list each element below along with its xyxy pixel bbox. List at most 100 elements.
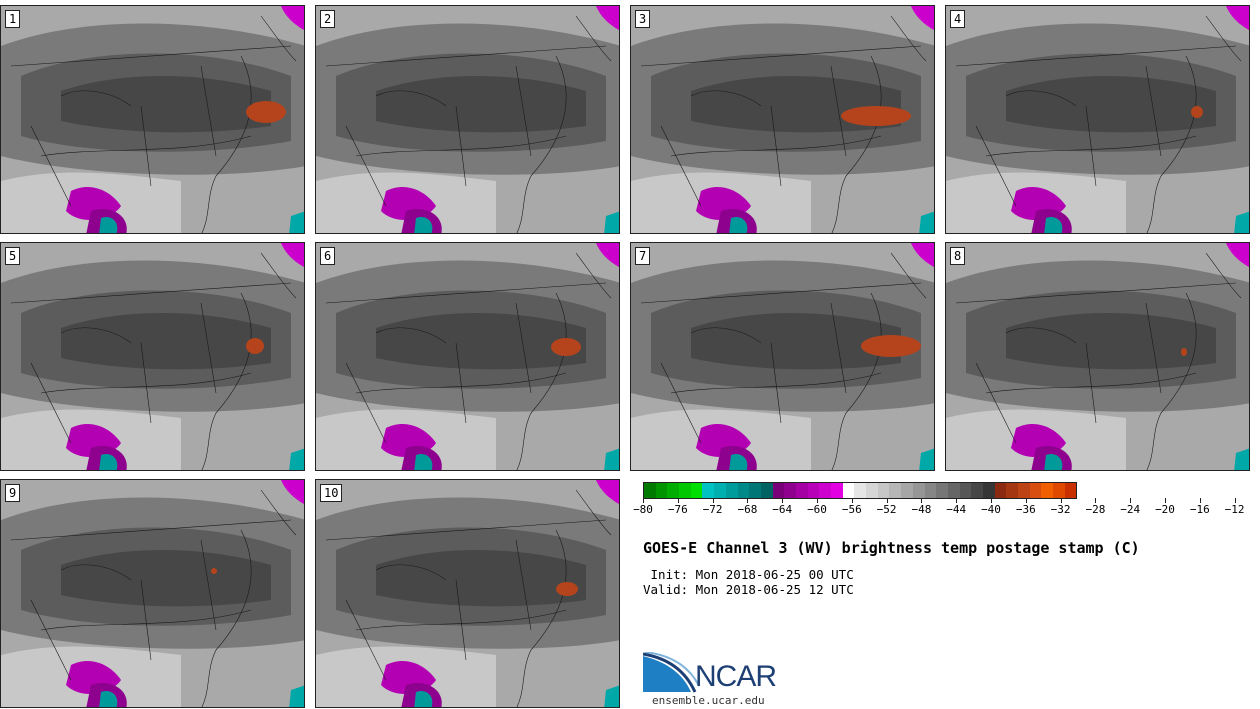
colorbar-segment xyxy=(854,483,867,498)
colorbar-tick-label: −28 xyxy=(1085,503,1106,516)
warm-anomaly xyxy=(861,335,921,357)
colorbar-tick-label: −52 xyxy=(876,503,897,516)
map-panel-8: 8 xyxy=(945,242,1250,471)
wv-map-image xyxy=(1,243,304,470)
colorbar-segment xyxy=(831,483,843,498)
map-panel-9: 9 xyxy=(0,479,305,708)
colorbar-segment xyxy=(1006,483,1018,498)
warm-anomaly xyxy=(246,101,286,123)
colorbar-tick-label: −60 xyxy=(807,503,827,516)
colorbar-segment xyxy=(772,483,785,498)
colorbar-tick xyxy=(1165,498,1166,503)
colorbar-tick-label: −16 xyxy=(1189,503,1210,516)
panel-number-label: 10 xyxy=(320,484,343,502)
warm-anomaly xyxy=(1181,348,1187,356)
colorbar-segment xyxy=(1064,483,1077,498)
colorbar-tick xyxy=(782,498,784,503)
panel-number-label: 4 xyxy=(950,10,966,28)
colorbar-tick-label: −72 xyxy=(702,503,723,516)
colorbar-segment xyxy=(971,483,983,498)
warm-anomaly xyxy=(211,568,217,574)
warm-anomaly xyxy=(1191,106,1203,118)
valid-time: Valid: Mon 2018-06-25 12 UTC xyxy=(643,582,854,597)
colorbar-tick-label: −24 xyxy=(1120,503,1141,516)
colorbar-segment xyxy=(819,483,831,498)
panel-number-label: 5 xyxy=(5,247,21,265)
colorbar-tick xyxy=(1060,498,1062,503)
map-panel-7: 7 xyxy=(630,242,935,471)
colorbar-tick xyxy=(712,498,714,503)
init-time: Init: Mon 2018-06-25 00 UTC xyxy=(643,567,854,582)
colorbar-segment xyxy=(749,483,761,498)
colorbar-segment xyxy=(1018,483,1030,498)
colorbar-segment xyxy=(901,483,913,498)
map-panel-6: 6 xyxy=(315,242,620,471)
colorbar-tick-label: −76 xyxy=(667,503,688,516)
colorbar-segment xyxy=(644,483,656,498)
colorbar-tick xyxy=(921,498,923,503)
wv-map-image xyxy=(631,6,934,233)
map-panel-2: 2 xyxy=(315,5,620,234)
wv-map-image xyxy=(946,243,1249,470)
colorbar-segment xyxy=(1053,483,1065,498)
wv-map-image xyxy=(1,6,304,233)
colorbar-tick xyxy=(991,498,992,503)
colorbar-tick xyxy=(1199,498,1201,503)
colorbar-segment xyxy=(866,483,878,498)
colorbar-tick-label: −68 xyxy=(737,503,758,516)
colorbar-tick xyxy=(851,498,853,503)
wv-map-image xyxy=(316,480,619,707)
colorbar-tick-label: −20 xyxy=(1155,503,1175,516)
colorbar-tick xyxy=(886,498,888,503)
wv-map-image xyxy=(1,480,304,707)
plot-title: GOES-E Channel 3 (WV) brightness temp po… xyxy=(643,539,1140,557)
colorbar-tick xyxy=(677,498,679,503)
colorbar-segment xyxy=(924,483,937,498)
colorbar-segment xyxy=(1029,483,1042,498)
colorbar-tick-label: −48 xyxy=(911,503,932,516)
panel-number-label: 7 xyxy=(635,247,651,265)
colorbar-segment xyxy=(912,483,925,498)
panel-number-label: 3 xyxy=(635,10,651,28)
colorbar-tick xyxy=(1095,498,1097,503)
panel-number-label: 9 xyxy=(5,484,21,502)
wv-map-image xyxy=(946,6,1249,233)
colorbar-segment xyxy=(842,483,855,498)
map-panel-4: 4 xyxy=(945,5,1250,234)
map-panel-3: 3 xyxy=(630,5,935,234)
colorbar-tick xyxy=(643,498,644,503)
wv-map-image xyxy=(316,243,619,470)
colorbar-segment xyxy=(1041,483,1054,498)
colorbar-tick xyxy=(1130,498,1132,503)
colorbar-tick-label: −56 xyxy=(841,503,862,516)
colorbar-tick xyxy=(1025,498,1027,503)
colorbar-tick xyxy=(956,498,958,503)
map-panel-5: 5 xyxy=(0,242,305,471)
colorbar-segment xyxy=(936,483,948,498)
colorbar-segment xyxy=(679,483,691,498)
map-panel-10: 10 xyxy=(315,479,620,708)
warm-anomaly xyxy=(551,338,581,356)
wv-map-image xyxy=(316,6,619,233)
panel-number-label: 1 xyxy=(5,10,21,28)
colorbar-segment xyxy=(947,483,960,498)
colorbar-segment xyxy=(714,483,726,498)
panel-number-label: 8 xyxy=(950,247,966,265)
warm-anomaly xyxy=(556,582,578,596)
colorbar-tick-label: −64 xyxy=(772,503,793,516)
colorbar-segment xyxy=(655,483,668,498)
warm-anomaly xyxy=(246,338,264,354)
colorbar-tick xyxy=(817,498,818,503)
ncar-wordmark: NCAR xyxy=(695,660,777,693)
colorbar-segment xyxy=(807,483,820,498)
colorbar-segment xyxy=(982,483,995,498)
colorbar-segment xyxy=(725,483,738,498)
colorbar-tick-label: −80 xyxy=(633,503,653,516)
colorbar-tick-label: −36 xyxy=(1015,503,1036,516)
colorbar-segment xyxy=(795,483,808,498)
colorbar-segment xyxy=(959,483,972,498)
colorbar-segment xyxy=(760,483,773,498)
warm-anomaly xyxy=(841,106,911,126)
map-panel-1: 1 xyxy=(0,5,305,234)
panel-number-label: 6 xyxy=(320,247,336,265)
